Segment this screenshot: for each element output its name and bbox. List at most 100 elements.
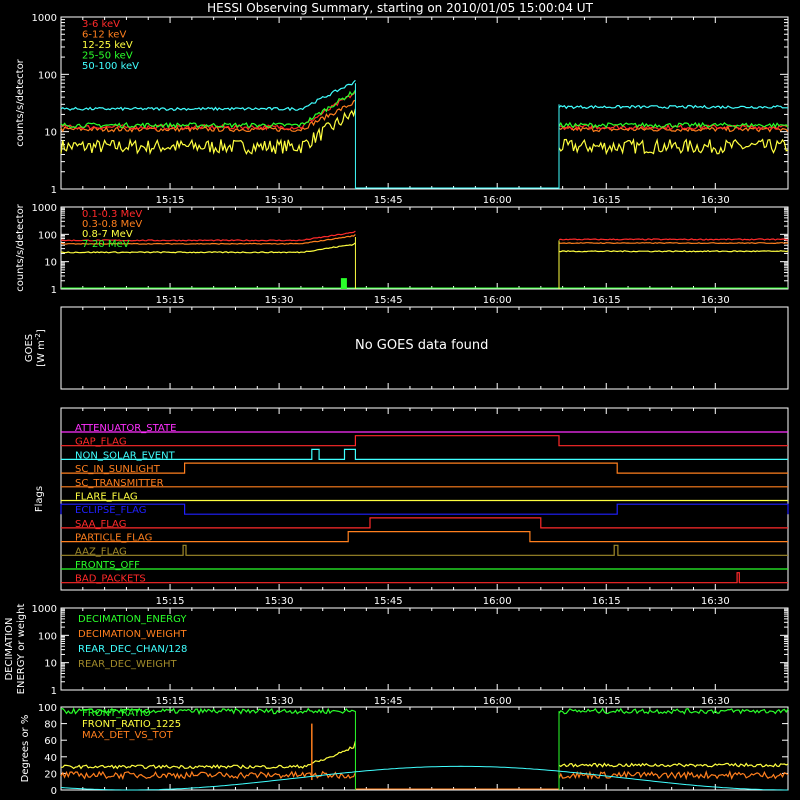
x-tick-label: 16:15 (592, 596, 621, 607)
x-tick-label: 15:15 (156, 696, 185, 707)
p6-series-line (60, 741, 789, 770)
p6-legend-item: MAX_DET_VS_TOT (82, 730, 174, 741)
p5-frame (60, 607, 789, 691)
p6-angle-curve (60, 765, 788, 791)
p6-legend-item: FRONT_RATIO_1225 (82, 719, 181, 730)
p5-legend-item: DECIMATION_ENERGY (78, 614, 187, 625)
p2-series-line (60, 230, 789, 242)
y-tick-label: 100 (38, 703, 57, 714)
flag-label: ATTENUATOR_STATE (75, 423, 176, 434)
p4-frame (60, 407, 789, 591)
p6-series-line (60, 769, 789, 781)
y-tick-label: 40 (44, 753, 57, 764)
flag-line (61, 517, 788, 529)
x-tick-label: 15:15 (156, 195, 185, 206)
y-tick-label: 10 (44, 659, 57, 670)
x-tick-label: 15:30 (265, 295, 294, 306)
p5-legend-item: REAR_DEC_CHAN/128 (78, 644, 187, 655)
p2-frame (60, 206, 789, 290)
x-tick-label: 15:45 (374, 696, 403, 707)
p1-legend-item: 50-100 keV (82, 61, 139, 72)
flag-line (61, 572, 788, 584)
y-tick-label: 10 (44, 128, 57, 139)
p5-ylabel-2: ENERGY or weight (16, 604, 27, 695)
flag-line (61, 435, 788, 447)
x-tick-label: 15:15 (156, 295, 185, 306)
x-tick-label: 16:30 (701, 295, 730, 306)
y-tick-label: 80 (44, 720, 57, 731)
flag-label: PARTICLE_FLAG (75, 533, 152, 544)
x-tick-label: 15:45 (374, 596, 403, 607)
x-tick-label: 16:15 (592, 195, 621, 206)
chart-title: HESSI Observing Summary, starting on 201… (207, 1, 593, 15)
flag-line (61, 448, 788, 460)
y-tick-label: 100 (38, 631, 57, 642)
p6-series-line (60, 707, 789, 716)
p2-legend-item: 0.8-7 MeV (82, 229, 133, 240)
y-tick-label: 20 (44, 769, 57, 780)
flag-label: SC_IN_SUNLIGHT (75, 464, 161, 475)
y-tick-label: 100 (38, 70, 57, 81)
p1-series-line (60, 89, 789, 129)
p5-legend-item: DECIMATION_WEIGHT (78, 629, 187, 640)
y-tick-label: 100 (38, 230, 57, 241)
x-tick-label: 16:00 (483, 295, 512, 306)
y-tick-label: 1000 (32, 203, 57, 214)
x-tick-label: 15:45 (374, 195, 403, 206)
p2-green-spike (340, 278, 347, 289)
x-tick-label: 16:30 (701, 596, 730, 607)
y-tick-label: 1 (51, 185, 57, 196)
p2-series-line (61, 234, 789, 245)
p4-ylabel: Flags (34, 486, 45, 512)
p3-ylabel-sup: -2 (34, 333, 42, 340)
x-tick-label: 16:30 (701, 195, 730, 206)
x-tick-label: 15:30 (265, 596, 294, 607)
x-tick-label: 16:00 (483, 696, 512, 707)
y-tick-label: 60 (44, 736, 57, 747)
flag-label: FLARE_FLAG (75, 492, 138, 503)
y-tick-label: 10 (44, 258, 57, 269)
x-tick-label: 15:15 (156, 596, 185, 607)
flag-line (61, 462, 788, 474)
flag-label: SAA_FLAG (75, 519, 126, 530)
p1-legend-item: 6-12 keV (82, 30, 126, 41)
y-tick-label: 1 (51, 686, 57, 697)
p2-legend-item: 7-20 MeV (82, 239, 130, 250)
x-tick-label: 15:30 (265, 696, 294, 707)
p6-legend-item: FRONT_RATIO (82, 708, 151, 719)
x-tick-label: 15:30 (265, 195, 294, 206)
p3-ylabel-close: ] (36, 329, 47, 333)
flag-label: NON_SOLAR_EVENT (75, 450, 176, 461)
p1-series-line (60, 79, 788, 112)
flag-label: ECLIPSE_FLAG (75, 505, 146, 516)
goes-no-data-message: No GOES data found (355, 338, 489, 353)
x-tick-label: 16:30 (701, 696, 730, 707)
p1-legend-item: 3-6 keV (82, 19, 120, 30)
flag-label: AAZ_FLAG (75, 546, 127, 557)
p1-frame (60, 16, 789, 190)
p2-series-line (60, 242, 789, 254)
x-tick-label: 15:45 (374, 295, 403, 306)
p3-ylabel-units: [W m-2] (34, 329, 47, 367)
x-tick-label: 16:15 (592, 696, 621, 707)
p1-legend-item: 25-50 keV (82, 51, 133, 62)
p1-legend-item: 12-25 keV (82, 40, 133, 51)
x-tick-label: 16:00 (483, 596, 512, 607)
y-tick-label: 1000 (32, 13, 57, 24)
x-tick-label: 16:00 (483, 195, 512, 206)
flag-label: SC_TRANSMITTER (75, 478, 164, 489)
p2-ylabel: counts/s/detector (15, 203, 26, 291)
flag-line (61, 544, 788, 556)
p1-ylabel: counts/s/detector (15, 58, 26, 146)
flag-label: FRONTS_OFF (75, 560, 140, 571)
flag-line (60, 503, 789, 515)
flag-label: GAP_FLAG (75, 437, 127, 448)
p5-ylabel: DECIMATION (4, 617, 15, 680)
p1-series-line (60, 108, 789, 156)
y-tick-label: 0 (51, 786, 57, 797)
flag-line (61, 531, 788, 543)
p3-frame (60, 306, 789, 390)
p6-ylabel: Degrees or % (20, 715, 31, 783)
y-tick-label: 1000 (32, 604, 57, 615)
